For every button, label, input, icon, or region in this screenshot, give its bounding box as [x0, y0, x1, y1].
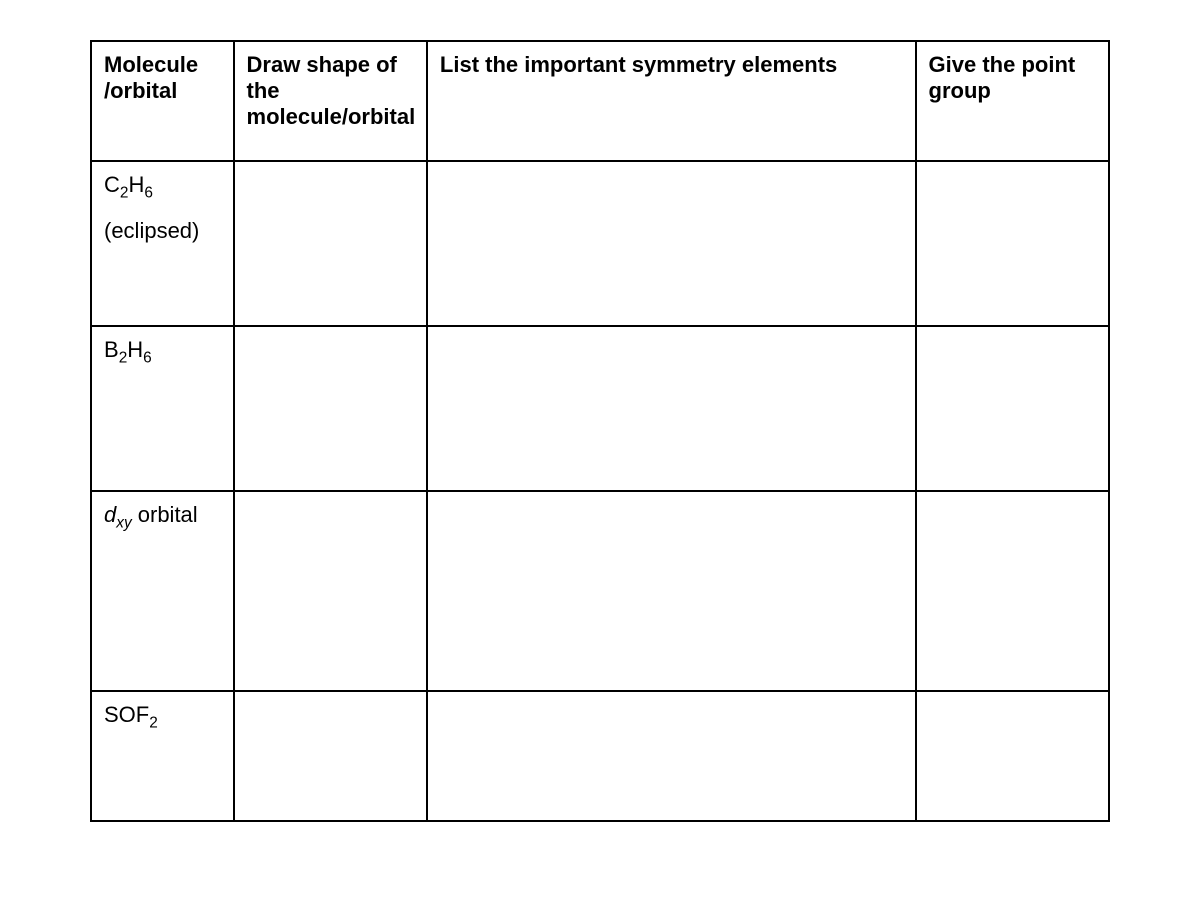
header-symmetry-text: List the important symmetry elements: [440, 52, 837, 77]
cell-shape: [234, 161, 427, 326]
molecule-formula: C2H6: [104, 172, 153, 197]
cell-molecule: dxy orbital: [91, 491, 234, 691]
formula-part: SOF: [104, 702, 149, 727]
molecule-note: (eclipsed): [104, 218, 221, 244]
formula-part: C: [104, 172, 120, 197]
header-molecule: Molecule /orbital: [91, 41, 234, 161]
cell-shape: [234, 691, 427, 821]
formula-sub: xy: [116, 514, 131, 531]
table-row: B2H6: [91, 326, 1109, 491]
cell-symmetry: [427, 691, 916, 821]
molecule-formula: B2H6: [104, 337, 152, 362]
table-row: dxy orbital: [91, 491, 1109, 691]
formula-sub: 6: [143, 349, 152, 366]
header-pointgroup-line2: group: [929, 78, 991, 103]
symmetry-worksheet-table: Molecule /orbital Draw shape of the mole…: [90, 40, 1110, 822]
header-symmetry: List the important symmetry elements: [427, 41, 916, 161]
header-shape-line3: molecule/orbital: [247, 104, 416, 129]
cell-pointgroup: [916, 691, 1109, 821]
cell-molecule: SOF2: [91, 691, 234, 821]
cell-symmetry: [427, 491, 916, 691]
table-row: C2H6 (eclipsed): [91, 161, 1109, 326]
header-shape-line1: Draw shape of: [247, 52, 397, 77]
cell-pointgroup: [916, 326, 1109, 491]
table-row: SOF2: [91, 691, 1109, 821]
formula-sub: 2: [149, 714, 158, 731]
formula-part: B: [104, 337, 119, 362]
header-shape: Draw shape of the molecule/orbital: [234, 41, 427, 161]
header-pointgroup: Give the point group: [916, 41, 1109, 161]
cell-molecule: B2H6: [91, 326, 234, 491]
page: Molecule /orbital Draw shape of the mole…: [0, 0, 1200, 862]
header-molecule-line1: Molecule: [104, 52, 198, 77]
header-molecule-line2: /orbital: [104, 78, 177, 103]
cell-symmetry: [427, 326, 916, 491]
cell-pointgroup: [916, 161, 1109, 326]
cell-molecule: C2H6 (eclipsed): [91, 161, 234, 326]
formula-part: H: [127, 337, 143, 362]
formula-italic: d: [104, 502, 116, 527]
cell-shape: [234, 491, 427, 691]
cell-shape: [234, 326, 427, 491]
table-header-row: Molecule /orbital Draw shape of the mole…: [91, 41, 1109, 161]
header-shape-line2: the: [247, 78, 280, 103]
formula-sub: 6: [144, 184, 153, 201]
cell-symmetry: [427, 161, 916, 326]
cell-pointgroup: [916, 491, 1109, 691]
molecule-formula: dxy orbital: [104, 502, 198, 527]
formula-sub: 2: [119, 349, 128, 366]
formula-part: H: [128, 172, 144, 197]
formula-part: orbital: [132, 502, 198, 527]
molecule-formula: SOF2: [104, 702, 158, 727]
header-pointgroup-line1: Give the point: [929, 52, 1076, 77]
